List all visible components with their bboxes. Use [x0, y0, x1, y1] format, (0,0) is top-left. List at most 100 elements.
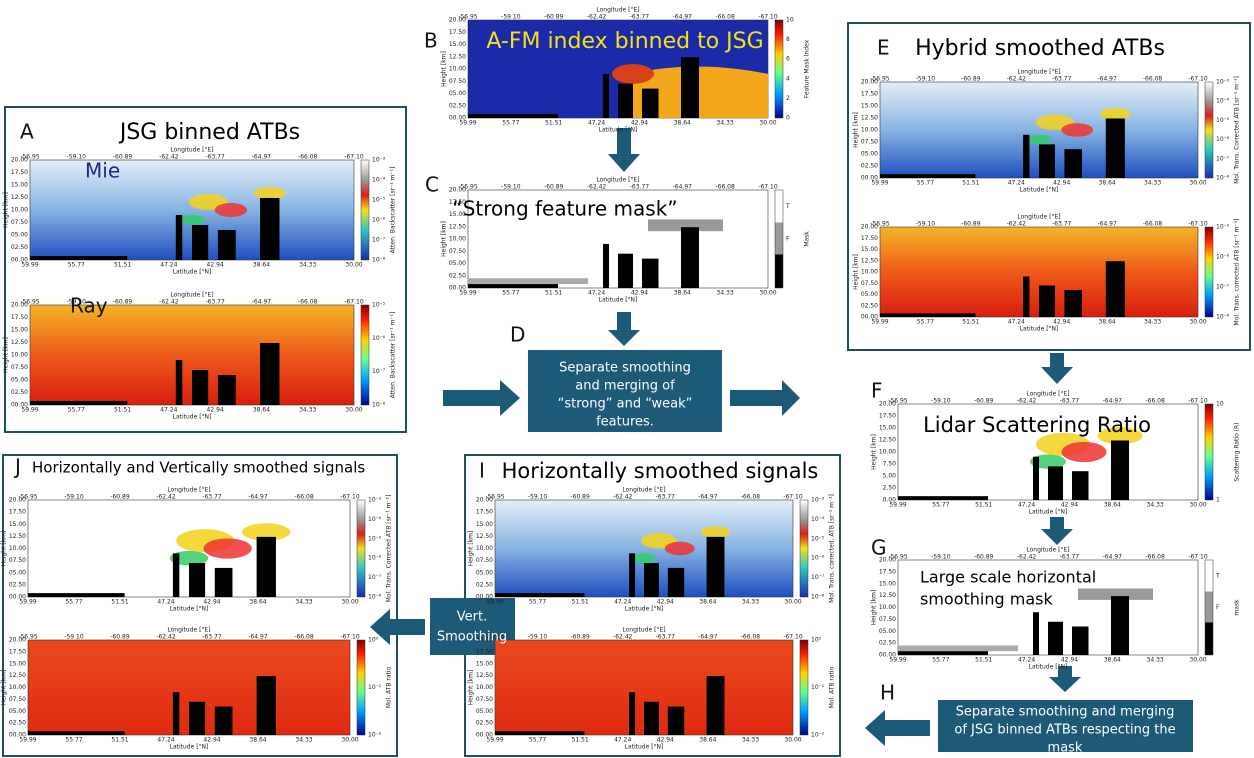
lat-tick-label: 30.00 — [759, 120, 776, 127]
axis-label: Height [km] — [1, 670, 8, 706]
plot-feature — [632, 553, 656, 564]
panel-title: Hybrid smoothed ATBs — [915, 36, 1165, 61]
panel-letter: I — [479, 459, 485, 483]
lon-tick-label: -62.42 — [156, 634, 176, 641]
plot-feature — [253, 187, 286, 199]
colorbar-tick-label: 10⁻⁷ — [372, 237, 386, 244]
lon-tick-label: -64.97 — [248, 494, 268, 501]
lat-tick-label: 55.77 — [529, 599, 546, 606]
lon-tick-label: -66.08 — [1145, 554, 1165, 561]
lat-tick-label: 51.51 — [114, 262, 131, 269]
plot-feature — [667, 706, 685, 735]
colorbar-tick-label: 10⁻⁵ — [372, 197, 386, 204]
lon-tick-label: -66.08 — [294, 634, 314, 641]
colorbar-tick-label: T — [1215, 573, 1220, 580]
height-tick-label: 05.00 — [879, 628, 896, 635]
lat-tick-label: 47.24 — [160, 407, 177, 414]
lat-tick-label: 55.77 — [68, 407, 85, 414]
lat-tick-label: 38.64 — [674, 120, 691, 127]
height-tick-label: 07.50 — [879, 616, 896, 623]
plot-feature — [898, 651, 988, 655]
plot-feature — [1097, 427, 1143, 445]
box-text: “strong” and “weak” — [558, 397, 693, 412]
height-tick-label: 12.50 — [879, 437, 896, 444]
plot-feature — [189, 701, 206, 735]
colorbar-tick-label: 10⁻⁷ — [368, 574, 382, 581]
lon-tick-label: -62.42 — [159, 154, 179, 161]
plot-feature — [629, 553, 636, 597]
lon-tick-label: -63.77 — [205, 154, 225, 161]
plot-feature — [1048, 466, 1063, 500]
colorbar — [360, 304, 370, 406]
lat-tick-label: 34.33 — [742, 737, 759, 744]
height-tick-label: 15.00 — [9, 521, 26, 528]
lon-tick-label: -56.95 — [870, 221, 890, 228]
lon-tick-label: -66.08 — [715, 184, 735, 191]
plot-feature — [642, 88, 659, 118]
arrow — [370, 609, 425, 645]
plot-feature — [189, 563, 206, 597]
height-tick-label: 15.00 — [476, 521, 493, 528]
lat-tick-label: 30.00 — [1189, 319, 1206, 326]
lat-tick-label: 42.94 — [207, 407, 224, 414]
lat-tick-label: 38.64 — [699, 737, 716, 744]
plot-feature — [681, 57, 699, 118]
height-tick-label: 12.50 — [476, 533, 493, 540]
colorbar-label: Mol. Trans. Corrected ATB [sr⁻¹ m⁻¹] — [386, 495, 393, 603]
lat-tick-label: 34.33 — [295, 599, 312, 606]
lat-tick-label: 55.77 — [932, 502, 949, 509]
height-tick-label: 02.50 — [861, 163, 878, 170]
lat-tick-label: 38.64 — [253, 262, 270, 269]
plot-feature — [260, 343, 280, 405]
colorbar-tick-label: 10⁻⁵ — [368, 535, 382, 542]
height-tick-label: 00.00 — [476, 732, 493, 739]
height-tick-label: 02.50 — [449, 102, 466, 109]
lat-tick-label: 59.99 — [459, 290, 476, 297]
plot-feature — [217, 375, 236, 405]
height-tick-label: 02.50 — [476, 581, 493, 588]
panel-frame — [2, 454, 398, 757]
plot-feature — [30, 256, 128, 260]
colorbar-label: Mol. Trans. corrected ATB [sr⁻¹ m⁻¹] — [1234, 219, 1241, 326]
lon-tick-label: -62.42 — [613, 634, 633, 641]
plot-feature — [172, 553, 180, 597]
height-tick-label: 12.50 — [861, 115, 878, 122]
height-tick-label: 02.50 — [861, 302, 878, 309]
height-tick-label: 07.50 — [861, 280, 878, 287]
colorbar-tick-label: 10 — [1216, 401, 1224, 408]
colorbar-tick-label: 10⁻⁶ — [368, 555, 382, 562]
axis-label: Height [km] — [3, 337, 10, 373]
plot-feature — [644, 563, 659, 597]
lon-tick-label: -67.10 — [783, 494, 803, 501]
axis-label: Height [km] — [871, 434, 878, 470]
lon-tick-label: -64.97 — [1097, 76, 1117, 83]
lat-tick-label: 38.64 — [1104, 502, 1121, 509]
lat-tick-label: 42.94 — [1053, 180, 1070, 187]
colorbar-tick-label: F — [1216, 604, 1220, 611]
lon-tick-label: -60.89 — [570, 634, 590, 641]
lat-tick-label: 59.99 — [19, 599, 36, 606]
colorbar-tick-label: 10⁻⁶ — [372, 217, 386, 224]
colorbar-label: Atten. Backscatter [sr⁻¹ m⁻¹] — [390, 312, 397, 399]
panel-title: A-FM index binned to JSG — [486, 29, 763, 54]
lon-tick-label: -59.10 — [64, 634, 84, 641]
colorbar-tick-label: 10⁻³ — [372, 157, 386, 164]
colorbar-label: Atten. Backscatter [sr⁻¹ m⁻¹] — [390, 167, 397, 254]
height-tick-label: 17.50 — [861, 91, 878, 98]
lat-tick-label: 38.64 — [1104, 657, 1121, 664]
plot-feature — [633, 66, 768, 118]
plot-feature — [1033, 456, 1039, 500]
panel-letter: H — [880, 681, 895, 705]
axis-label: Height [km] — [871, 590, 878, 626]
height-tick-label: 20.00 — [861, 224, 878, 231]
colorbar-label: Mol. Trans. corrected. ATB [sr⁻¹ m⁻¹] — [829, 494, 836, 603]
plot-feature — [618, 83, 633, 118]
height-tick-label: 20.00 — [476, 637, 493, 644]
height-tick-label: 02.50 — [879, 640, 896, 647]
colorbar-tick-label: F — [786, 236, 790, 243]
colorbar — [356, 639, 366, 736]
plot-feature — [1105, 118, 1125, 178]
height-tick-label: 05.00 — [861, 151, 878, 158]
process-box — [938, 700, 1193, 752]
